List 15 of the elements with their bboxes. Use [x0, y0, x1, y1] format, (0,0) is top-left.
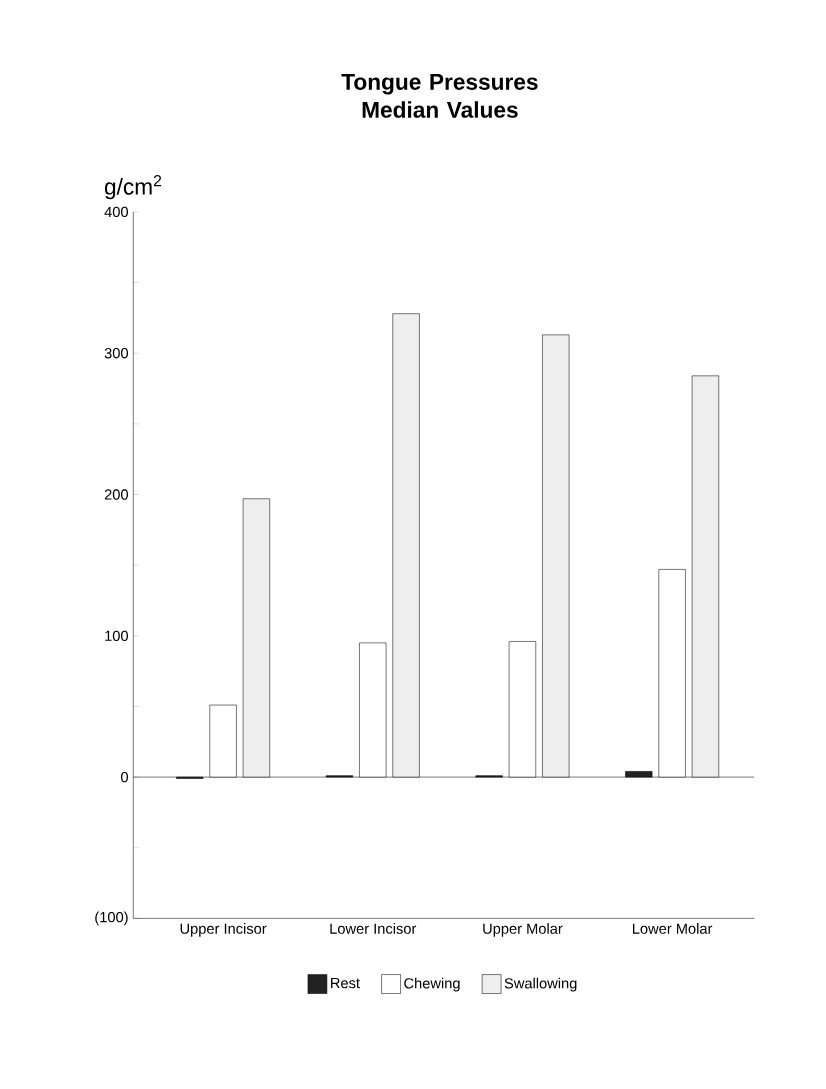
- y-tick-label: (100): [95, 911, 128, 926]
- x-tick-label: Upper Molar: [483, 923, 563, 937]
- chart-title: Tongue Pressures Median Values: [341, 74, 538, 118]
- y-tick-label: 100: [105, 630, 128, 641]
- y-tick-label: 0: [120, 771, 128, 783]
- y-axis-title: g/cm$^{2}$: [104, 175, 161, 200]
- x-tick-label: Lower Molar: [632, 923, 712, 934]
- legend-label: Chewing: [404, 977, 460, 992]
- x-tick-label: Upper Incisor: [180, 923, 267, 937]
- x-tick-label: Lower Incisor: [330, 923, 416, 934]
- y-tick-label: 400: [104, 206, 128, 218]
- y-tick-label: 200: [104, 489, 128, 500]
- legend-label: Rest: [330, 978, 360, 989]
- y-tick-label: 300: [104, 348, 128, 359]
- legend-label: Swallowing: [504, 977, 577, 992]
